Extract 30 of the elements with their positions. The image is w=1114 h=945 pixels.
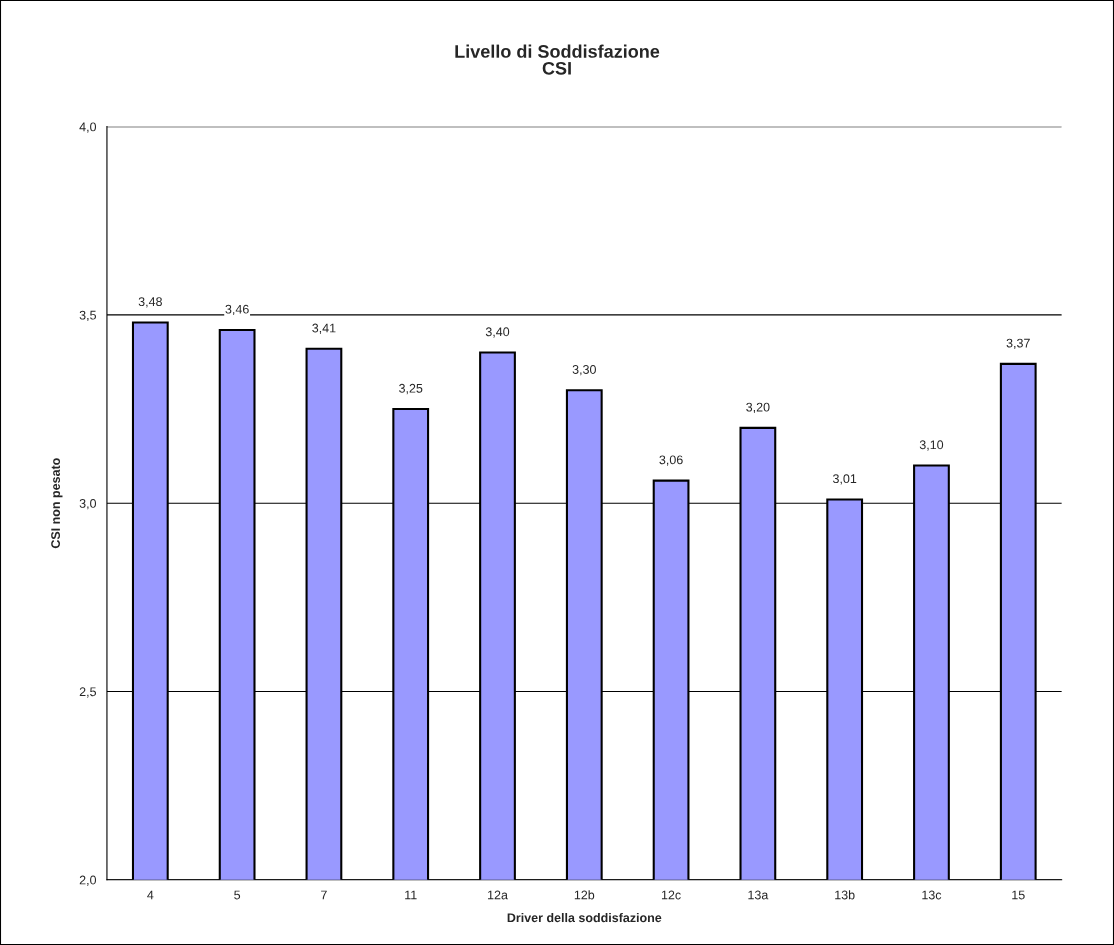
y-axis-title: CSI non pesato bbox=[51, 458, 63, 549]
x-tick-label: 12a bbox=[488, 890, 508, 900]
data-label: 3,25 bbox=[399, 383, 423, 395]
y-tick-label: 2,5 bbox=[79, 687, 96, 698]
y-tick-label: 2,0 bbox=[79, 875, 97, 886]
y-tick-label: 3,5 bbox=[79, 310, 96, 322]
x-tick-label: 12c bbox=[661, 890, 681, 900]
data-label: 3,40 bbox=[485, 327, 510, 338]
x-tick-label: 15 bbox=[1012, 890, 1025, 900]
y-tick-label: 4,0 bbox=[79, 122, 97, 133]
x-tick-label: 13a bbox=[748, 890, 769, 900]
x-tick-label: 13b bbox=[835, 890, 855, 900]
x-tick-label: 5 bbox=[234, 890, 241, 900]
data-label: 3,10 bbox=[919, 440, 944, 451]
x-tick-label: 13c bbox=[922, 890, 942, 900]
x-tick-label: 7 bbox=[321, 890, 327, 900]
x-tick-label: 12b bbox=[574, 890, 595, 900]
data-label: 3,48 bbox=[138, 297, 162, 308]
data-label: 3,30 bbox=[572, 365, 596, 376]
data-label: 3,01 bbox=[832, 474, 857, 485]
data-label: 3,37 bbox=[1006, 338, 1030, 349]
data-label: 3,20 bbox=[746, 402, 770, 414]
data-label: 3,41 bbox=[312, 323, 336, 334]
x-tick-label: 11 bbox=[405, 890, 417, 900]
chart-title: Livello di Soddisfazione CSI bbox=[455, 44, 660, 75]
x-axis-title: Driver della soddisfazione bbox=[507, 912, 662, 923]
y-tick-label: 3,0 bbox=[79, 499, 97, 510]
data-label: 3,46 bbox=[225, 304, 249, 316]
data-label: 3,06 bbox=[659, 455, 683, 466]
x-tick-label: 4 bbox=[147, 890, 154, 900]
